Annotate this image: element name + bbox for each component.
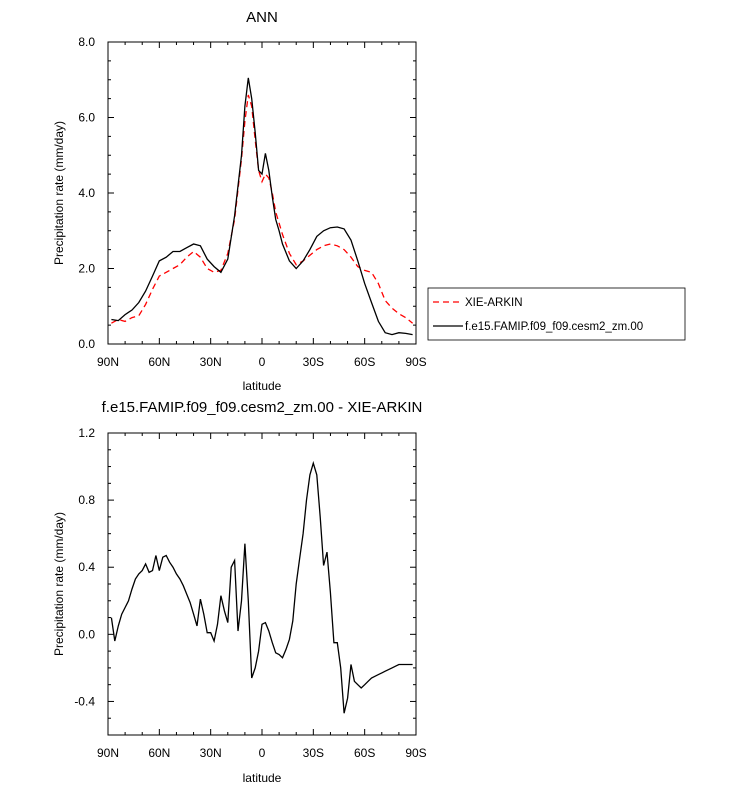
bottom-chart-x-tick-labels: 90N 60N 30N 0 30S 60S 90S	[97, 746, 427, 760]
top-chart-y-tick-labels: 0.0 2.0 4.0 6.0 8.0	[78, 35, 95, 351]
top-chart-x-tick-labels: 90N 60N 30N 0 30S 60S 90S	[97, 355, 427, 369]
y-tick-label: 6.0	[78, 111, 95, 125]
x-tick-label: 30N	[200, 746, 222, 760]
x-tick-label: 60N	[148, 746, 170, 760]
x-tick-label: 0	[259, 746, 266, 760]
x-tick-label: 90S	[405, 746, 426, 760]
x-tick-label: 60S	[354, 746, 375, 760]
top-chart: ANN 0.0 2.0 4.0 6.0 8.0 90N 60N 30N 0 30…	[52, 9, 427, 393]
y-tick-label: 0.0	[78, 627, 95, 641]
legend-box	[427, 287, 686, 341]
series-line-xie-arkin	[111, 94, 414, 324]
series-line-cesm2	[111, 77, 413, 336]
x-tick-label: 60N	[148, 355, 170, 369]
x-tick-label: 90S	[405, 355, 426, 369]
y-tick-label: -0.4	[74, 694, 95, 708]
y-tick-label: 0.4	[78, 560, 95, 574]
x-tick-label: 30N	[200, 355, 222, 369]
legend-label-cesm2: f.e15.FAMIP.f09_f09.cesm2_zm.00	[465, 321, 643, 333]
bottom-chart-x-axis-label: latitude	[243, 771, 282, 785]
top-chart-title: ANN	[246, 9, 278, 26]
top-chart-y-axis-label: Precipitation rate (mm/day)	[52, 121, 66, 265]
x-tick-label: 30S	[303, 355, 324, 369]
y-tick-label: 2.0	[78, 262, 95, 276]
y-tick-label: 0.0	[78, 337, 95, 351]
bottom-chart-frame	[107, 432, 417, 736]
bottom-chart-title: f.e15.FAMIP.f09_f09.cesm2_zm.00 - XIE-AR…	[102, 399, 423, 416]
series-line-difference	[110, 460, 413, 714]
x-tick-label: 30S	[303, 746, 324, 760]
bottom-chart-y-axis-label: Precipitation rate (mm/day)	[52, 512, 66, 656]
y-tick-label: 4.0	[78, 186, 95, 200]
bottom-chart: f.e15.FAMIP.f09_f09.cesm2_zm.00 - XIE-AR…	[52, 399, 427, 785]
bottom-chart-ticks	[107, 432, 417, 736]
x-tick-label: 90N	[97, 746, 119, 760]
x-tick-label: 90N	[97, 355, 119, 369]
top-chart-ticks	[107, 41, 417, 345]
top-chart-x-axis-label: latitude	[243, 379, 282, 393]
y-tick-label: 8.0	[78, 35, 95, 49]
legend: XIE-ARKIN f.e15.FAMIP.f09_f09.cesm2_zm.0…	[427, 287, 686, 341]
x-tick-label: 0	[259, 355, 266, 369]
x-tick-label: 60S	[354, 355, 375, 369]
y-tick-label: 0.8	[78, 493, 95, 507]
y-tick-label: 1.2	[78, 426, 95, 440]
legend-label-xie-arkin: XIE-ARKIN	[465, 297, 523, 309]
bottom-chart-y-tick-labels: -0.4 0.0 0.4 0.8 1.2	[74, 426, 95, 708]
